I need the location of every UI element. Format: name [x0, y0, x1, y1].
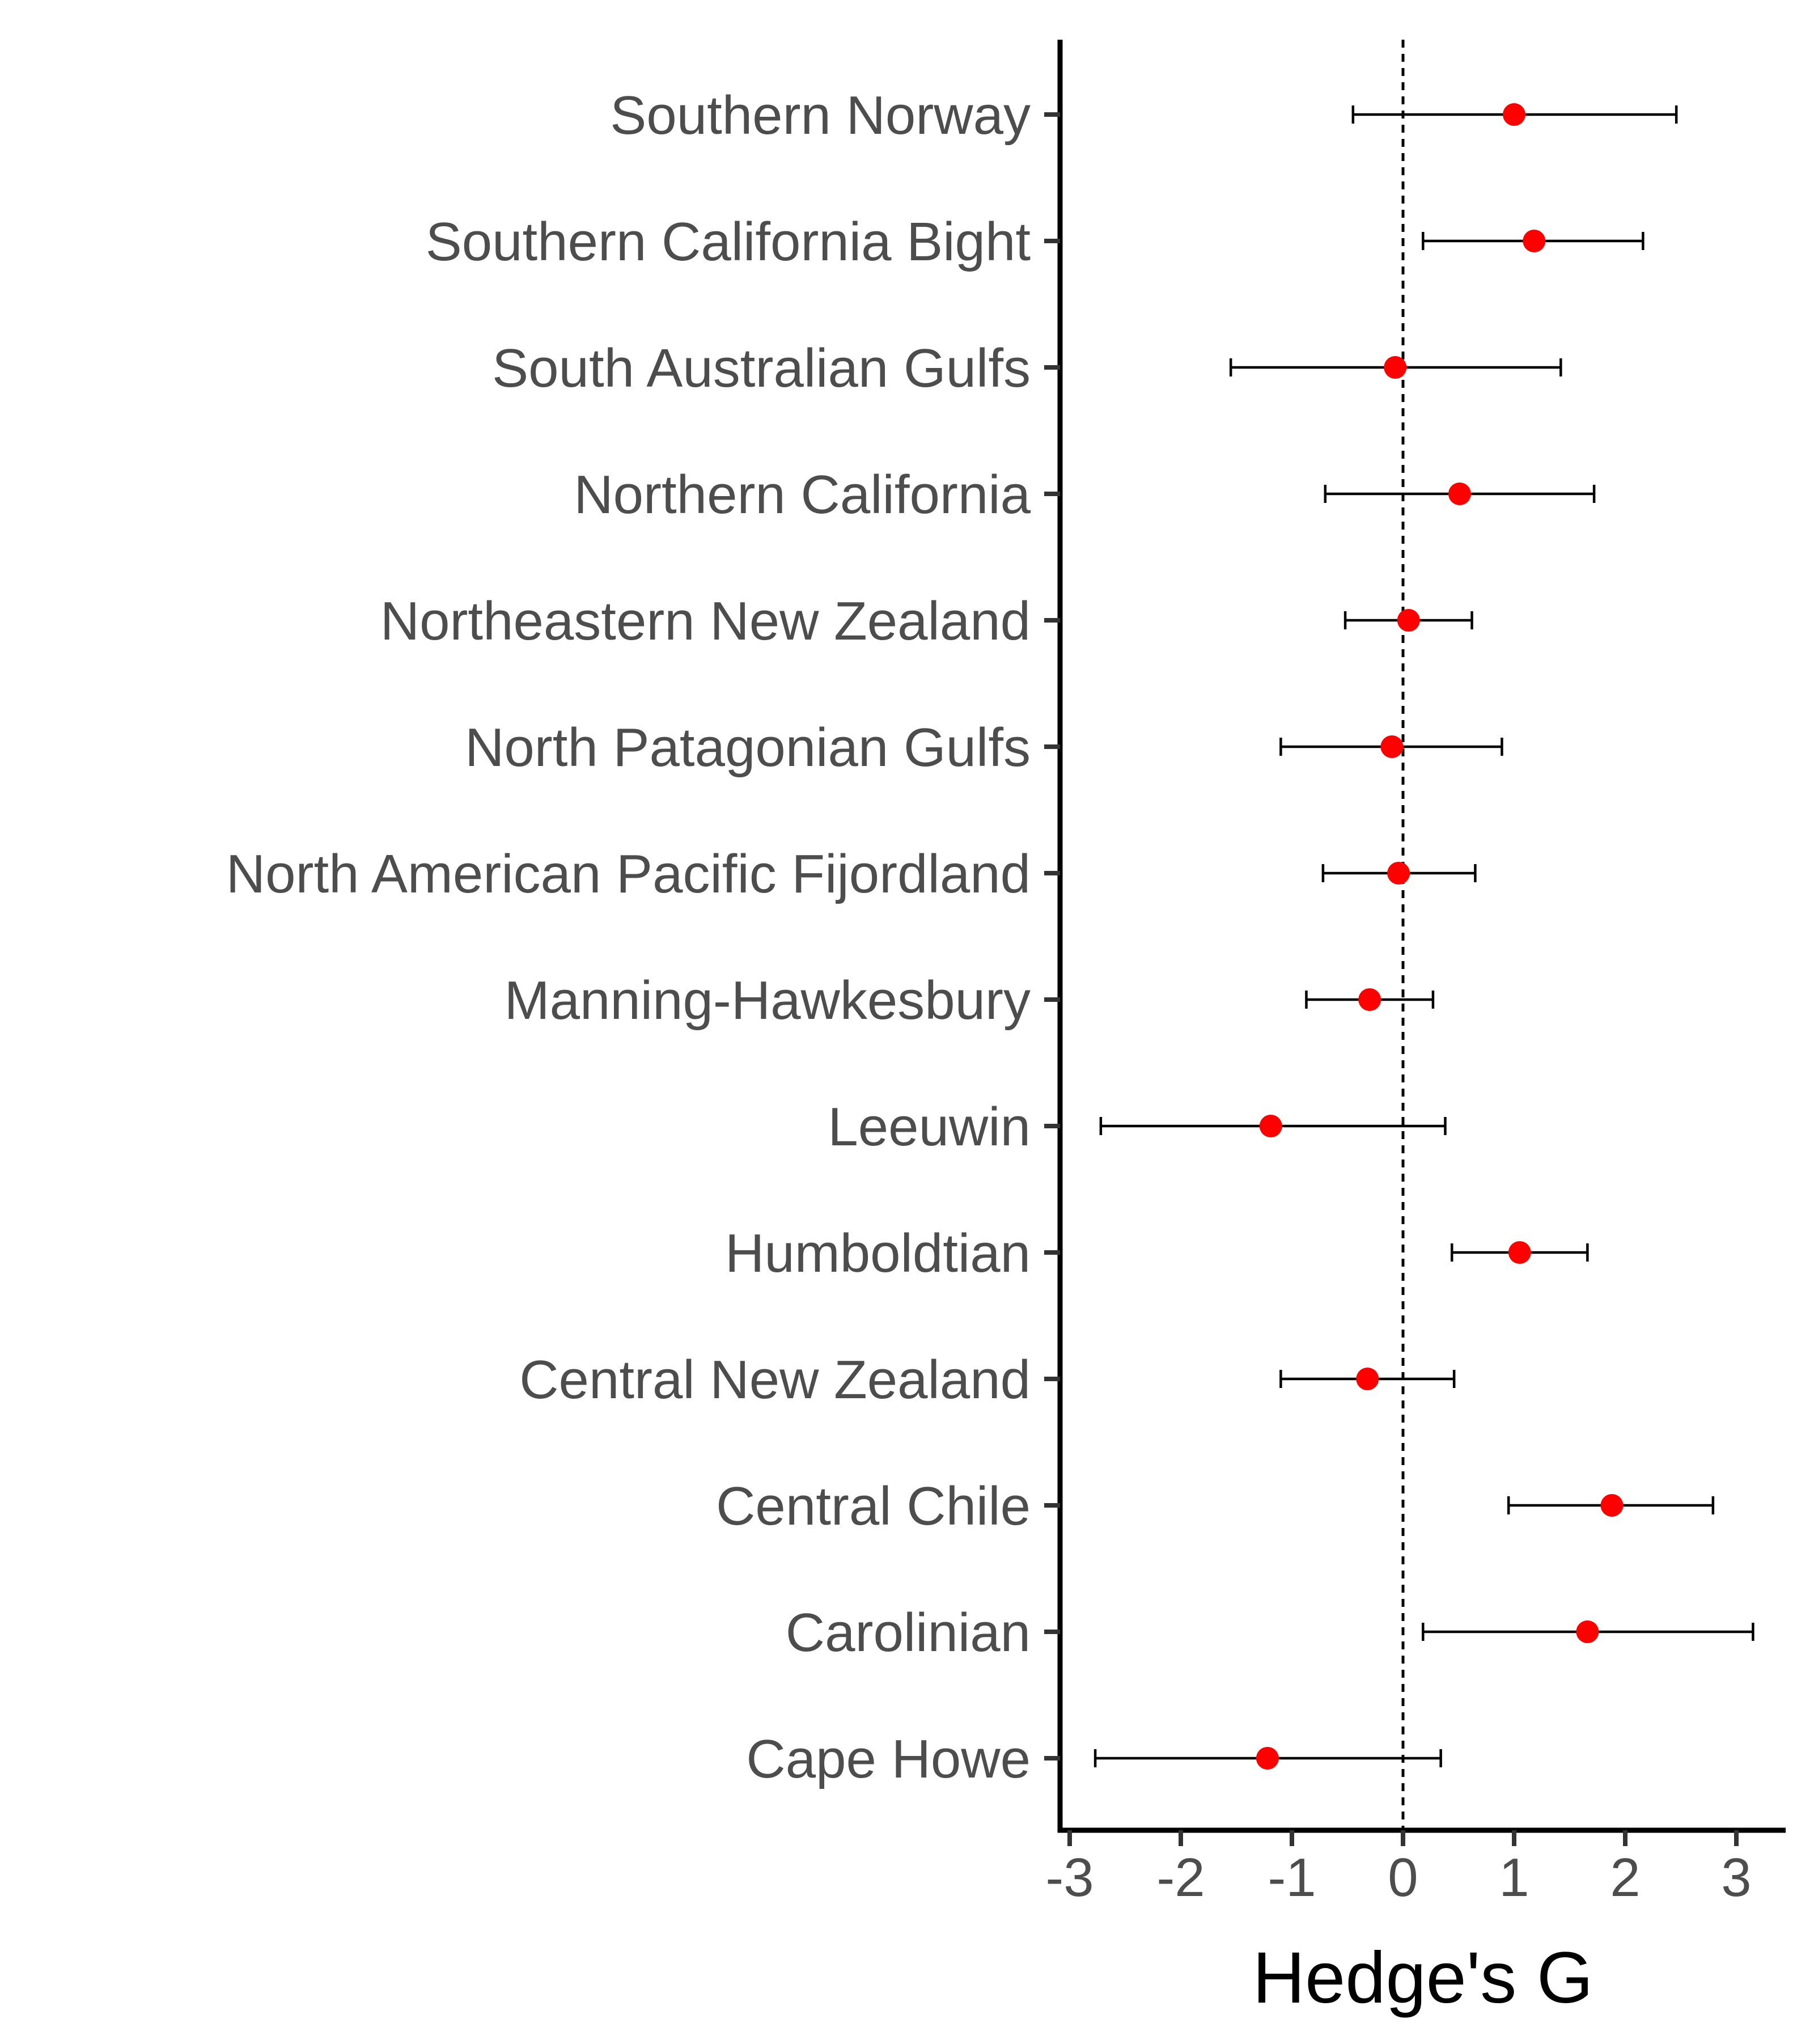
y-tick-label: North American Pacific Fijordland: [226, 844, 1031, 904]
y-tick-label: Northern California: [574, 464, 1031, 525]
y-tick-label: Southern California Bight: [426, 211, 1031, 272]
point-estimate: [1508, 1241, 1531, 1264]
x-tick-label: -3: [1045, 1847, 1094, 1908]
point-layer: [1256, 103, 1624, 1770]
x-axis-title: Hedge's G: [1253, 1937, 1593, 2018]
y-tick-label-layer: Southern Norway Southern California Bight…: [226, 85, 1031, 1789]
y-tick-label: Carolinian: [786, 1602, 1031, 1663]
point-estimate: [1397, 609, 1420, 632]
point-estimate: [1503, 103, 1525, 126]
point-estimate: [1600, 1494, 1624, 1517]
point-estimate: [1387, 862, 1410, 885]
x-tick-label: 3: [1721, 1847, 1751, 1908]
x-tick-label: -2: [1156, 1847, 1205, 1908]
point-estimate: [1384, 356, 1407, 379]
point-estimate: [1259, 1115, 1282, 1137]
y-tick-label: North Patagonian Gulfs: [465, 717, 1031, 778]
point-estimate: [1358, 988, 1381, 1011]
y-tick-label: Manning-Hawkesbury: [505, 970, 1031, 1031]
point-estimate: [1576, 1620, 1599, 1643]
y-tick-label: Southern Norway: [610, 85, 1031, 146]
point-estimate: [1380, 735, 1404, 758]
point-estimate: [1256, 1747, 1279, 1770]
y-tick-label: Leeuwin: [828, 1097, 1031, 1157]
errorbar-layer: [1094, 105, 1754, 1767]
point-estimate: [1523, 230, 1546, 252]
y-tick-label: South Australian Gulfs: [492, 338, 1031, 399]
axes-layer: [1044, 40, 1786, 1846]
y-tick-label: Cape Howe: [746, 1729, 1031, 1789]
x-tick-label: 1: [1499, 1847, 1529, 1908]
y-tick-label: Central New Zealand: [519, 1349, 1031, 1410]
x-tick-label: -1: [1268, 1847, 1316, 1908]
y-tick-label: Humboldtian: [725, 1223, 1031, 1284]
point-estimate: [1448, 483, 1471, 505]
x-tick-label: 0: [1388, 1847, 1418, 1908]
x-tick-label: 2: [1610, 1847, 1640, 1908]
y-tick-label: Northeastern New Zealand: [380, 591, 1031, 651]
point-estimate: [1356, 1368, 1379, 1390]
y-tick-label: Central Chile: [716, 1476, 1031, 1537]
x-tick-label-layer: -3 -2 -1 0 1 2 3: [1045, 1847, 1751, 1908]
